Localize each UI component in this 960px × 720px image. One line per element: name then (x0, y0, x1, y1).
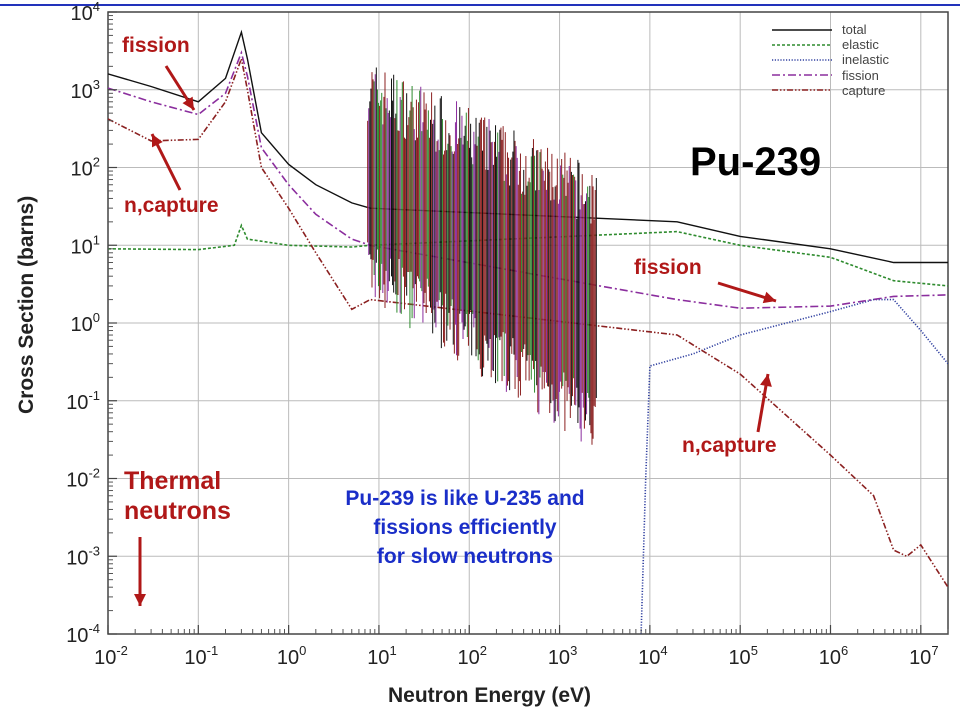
note-line3: for slow neutrons (376, 545, 554, 568)
series-total-line (108, 29, 948, 264)
slide-top-rule (0, 4, 960, 6)
y-tick-label: 10-2 (66, 466, 100, 492)
annotation-arrows (134, 65, 777, 606)
resonance-region (367, 67, 597, 445)
y-tick-label: 10-4 (66, 621, 100, 647)
thermal-arrow-head (134, 594, 146, 606)
legend-entry-fission: fission (772, 68, 889, 83)
chart-title: Pu-239 (690, 140, 822, 184)
series-inelastic-line (640, 298, 948, 634)
y-tick-label: 102 (71, 155, 100, 181)
y-tick-label: 101 (71, 232, 100, 258)
x-tick-label: 107 (909, 643, 938, 669)
legend-entry-inelastic: inelastic (772, 52, 889, 67)
chart-legend: total elastic inelastic fission capture (772, 22, 889, 98)
legend-entry-capture: capture (772, 83, 889, 98)
legend-label: elastic (842, 37, 879, 53)
x-axis-title: Neutron Energy (eV) (388, 684, 592, 707)
x-tick-label: 10-1 (184, 643, 218, 669)
fission-high-arrow-head (762, 291, 776, 304)
x-tick-label: 102 (458, 643, 487, 669)
note-line2: fissions efficiently (373, 516, 557, 539)
legend-entry-elastic: elastic (772, 37, 889, 52)
capture-high-arrow-head (760, 374, 772, 387)
legend-entry-total: total (772, 22, 889, 37)
x-tick-label: 103 (548, 643, 577, 669)
x-tick-label: 101 (367, 643, 396, 669)
series-lines (108, 29, 948, 634)
series-capture-line (108, 55, 948, 588)
legend-swatch (772, 59, 832, 61)
x-tick-label: 100 (277, 643, 306, 669)
legend-swatch (772, 89, 832, 92)
fission-high-energy-label: fission (634, 256, 702, 279)
series-elastic-line (108, 223, 948, 287)
legend-label: inelastic (842, 52, 889, 68)
x-tick-label: 104 (638, 643, 667, 669)
y-tick-label: 10-1 (66, 388, 100, 414)
legend-swatch (772, 28, 832, 31)
series-fission-line (108, 50, 948, 310)
thermal-neutrons-label: Thermal neutrons (124, 466, 231, 526)
capture-low-arrow-head (152, 134, 163, 148)
x-tick-label: 10-2 (94, 643, 128, 669)
fission-low-arrow-head (182, 96, 194, 110)
axis-ticks: 10-2 10-1 100 101 102 103 104 105 106 107 10-4 10-3… (66, 0, 949, 669)
y-tick-label: 104 (71, 0, 100, 25)
pu239-note: Pu-239 is like U-235 and fissions effici… (305, 484, 625, 571)
capture-low-energy-label: n,capture (124, 194, 219, 217)
y-tick-label: 100 (71, 310, 100, 336)
capture-high-energy-label: n,capture (682, 434, 777, 457)
legend-label: capture (842, 82, 886, 98)
fission-low-energy-label: fission (122, 34, 190, 57)
legend-swatch (772, 44, 832, 46)
note-line1: Pu-239 is like U-235 and (345, 487, 585, 510)
legend-label: fission (842, 67, 879, 83)
y-tick-label: 10-3 (66, 543, 100, 569)
legend-swatch (772, 74, 832, 76)
legend-label: total (842, 22, 867, 38)
x-tick-label: 106 (819, 643, 848, 669)
y-tick-label: 103 (71, 77, 100, 103)
thermal-label-line1: Thermal (124, 467, 222, 495)
y-axis-title: Cross Section (barns) (15, 195, 38, 414)
thermal-label-line2: neutrons (124, 497, 231, 525)
x-tick-label: 105 (728, 643, 757, 669)
